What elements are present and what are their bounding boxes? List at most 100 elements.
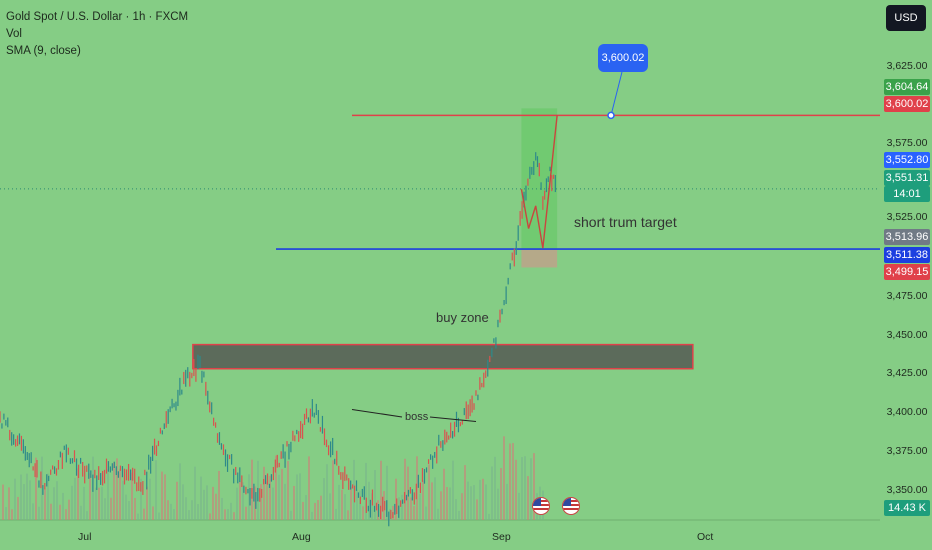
- volume-bar: [11, 509, 13, 520]
- volume-bar: [401, 494, 403, 520]
- volume-bar: [17, 496, 19, 520]
- x-tick-label: Sep: [492, 531, 511, 543]
- volume-bar: [443, 468, 445, 520]
- volume-bar: [464, 465, 466, 520]
- volume-bar: [389, 508, 391, 520]
- volume-bar: [365, 462, 367, 520]
- volume-bar: [431, 482, 433, 520]
- volume-bar: [101, 486, 103, 520]
- currency-button[interactable]: USD: [886, 5, 926, 31]
- volume-bar: [512, 443, 514, 520]
- volume-bar: [62, 492, 64, 520]
- callout-connector: [610, 71, 623, 116]
- volume-bar: [356, 489, 358, 520]
- volume-bar: [452, 460, 454, 520]
- volume-bar: [320, 495, 322, 520]
- chart-legend: Gold Spot / U.S. Dollar · 1h · FXCM Vol …: [6, 9, 188, 60]
- volume-bar: [497, 488, 499, 520]
- volume-bar: [515, 459, 517, 520]
- volume-bar: [302, 501, 304, 520]
- volume-bar: [74, 477, 76, 520]
- volume-bar: [314, 502, 316, 520]
- volume-bar: [266, 481, 268, 520]
- volume-bar: [488, 513, 490, 520]
- volume-bar: [125, 494, 127, 520]
- volume-bar: [269, 475, 271, 520]
- volume-bar: [143, 508, 145, 520]
- volume-bar: [461, 493, 463, 520]
- volume-bar: [140, 478, 142, 520]
- volume-bar: [104, 498, 106, 520]
- volume-bar: [56, 481, 58, 520]
- buy-zone-label[interactable]: buy zone: [436, 310, 489, 325]
- volume-bar: [428, 464, 430, 520]
- us-flag-event-icon[interactable]: [562, 497, 580, 515]
- volume-bar: [323, 478, 325, 520]
- volume-bar: [470, 486, 472, 520]
- volume-bar: [164, 474, 166, 520]
- volume-bar: [425, 506, 427, 520]
- volume-bar: [119, 469, 121, 520]
- volume-bar: [338, 484, 340, 520]
- short-target-label[interactable]: short trum target: [574, 214, 677, 230]
- y-tick-label: 3,475.00: [886, 290, 928, 302]
- stop-rect: [521, 249, 558, 268]
- volume-bar: [434, 477, 436, 520]
- volume-bar: [311, 511, 313, 520]
- vol-indicator-label[interactable]: Vol: [6, 28, 22, 40]
- price-tag-volume: 14.43 K: [884, 500, 930, 516]
- symbol-title[interactable]: Gold Spot / U.S. Dollar · 1h · FXCM: [6, 11, 189, 23]
- volume-bar: [368, 481, 370, 520]
- volume-bar: [272, 487, 274, 520]
- volume-bar: [98, 487, 100, 520]
- volume-bar: [326, 464, 328, 520]
- volume-bar: [116, 458, 118, 520]
- volume-bar: [278, 474, 280, 520]
- volume-bar: [26, 473, 28, 520]
- volume-bar: [359, 490, 361, 520]
- volume-bar: [20, 474, 22, 520]
- x-tick-label: Aug: [292, 531, 311, 543]
- boss-label[interactable]: boss: [405, 411, 429, 423]
- price-tag-3499: 3,499.15: [884, 264, 930, 280]
- volume-bar: [386, 465, 388, 520]
- volume-bar: [335, 508, 337, 520]
- volume-bar: [440, 491, 442, 520]
- price-tag-3513: 3,513.96: [884, 229, 930, 245]
- volume-bar: [32, 503, 34, 520]
- volume-bar: [458, 510, 460, 520]
- volume-bar: [80, 505, 82, 520]
- volume-bar: [419, 493, 421, 520]
- volume-bar: [371, 493, 373, 520]
- volume-bar: [482, 478, 484, 520]
- volume-bar: [281, 468, 283, 520]
- volume-bar: [38, 506, 40, 520]
- volume-bar: [275, 455, 277, 520]
- volume-bar: [182, 484, 184, 520]
- volume-bar: [239, 481, 241, 520]
- volume-bar: [344, 494, 346, 520]
- volume-bar: [77, 468, 79, 520]
- volume-bar: [362, 506, 364, 520]
- volume-bar: [293, 485, 295, 520]
- buy-zone-rect: [192, 343, 694, 370]
- volume-bar: [71, 485, 73, 520]
- volume-bar: [29, 480, 31, 520]
- volume-bar: [494, 456, 496, 520]
- volume-bar: [455, 499, 457, 520]
- volume-bar: [59, 504, 61, 520]
- volume-bar: [137, 513, 139, 520]
- volume-bar: [503, 436, 505, 520]
- boss-leader-line: [429, 416, 477, 423]
- target-price-callout[interactable]: 3,600.02: [598, 44, 648, 72]
- volume-bar: [65, 509, 67, 520]
- volume-bar: [68, 499, 70, 520]
- volume-bar: [185, 497, 187, 520]
- us-flag-event-icon[interactable]: [532, 497, 550, 515]
- volume-bar: [260, 484, 262, 520]
- price-tag-3552: 3,552.80: [884, 152, 930, 168]
- sma-indicator-label[interactable]: SMA (9, close): [6, 45, 81, 57]
- volume-bar: [197, 504, 199, 520]
